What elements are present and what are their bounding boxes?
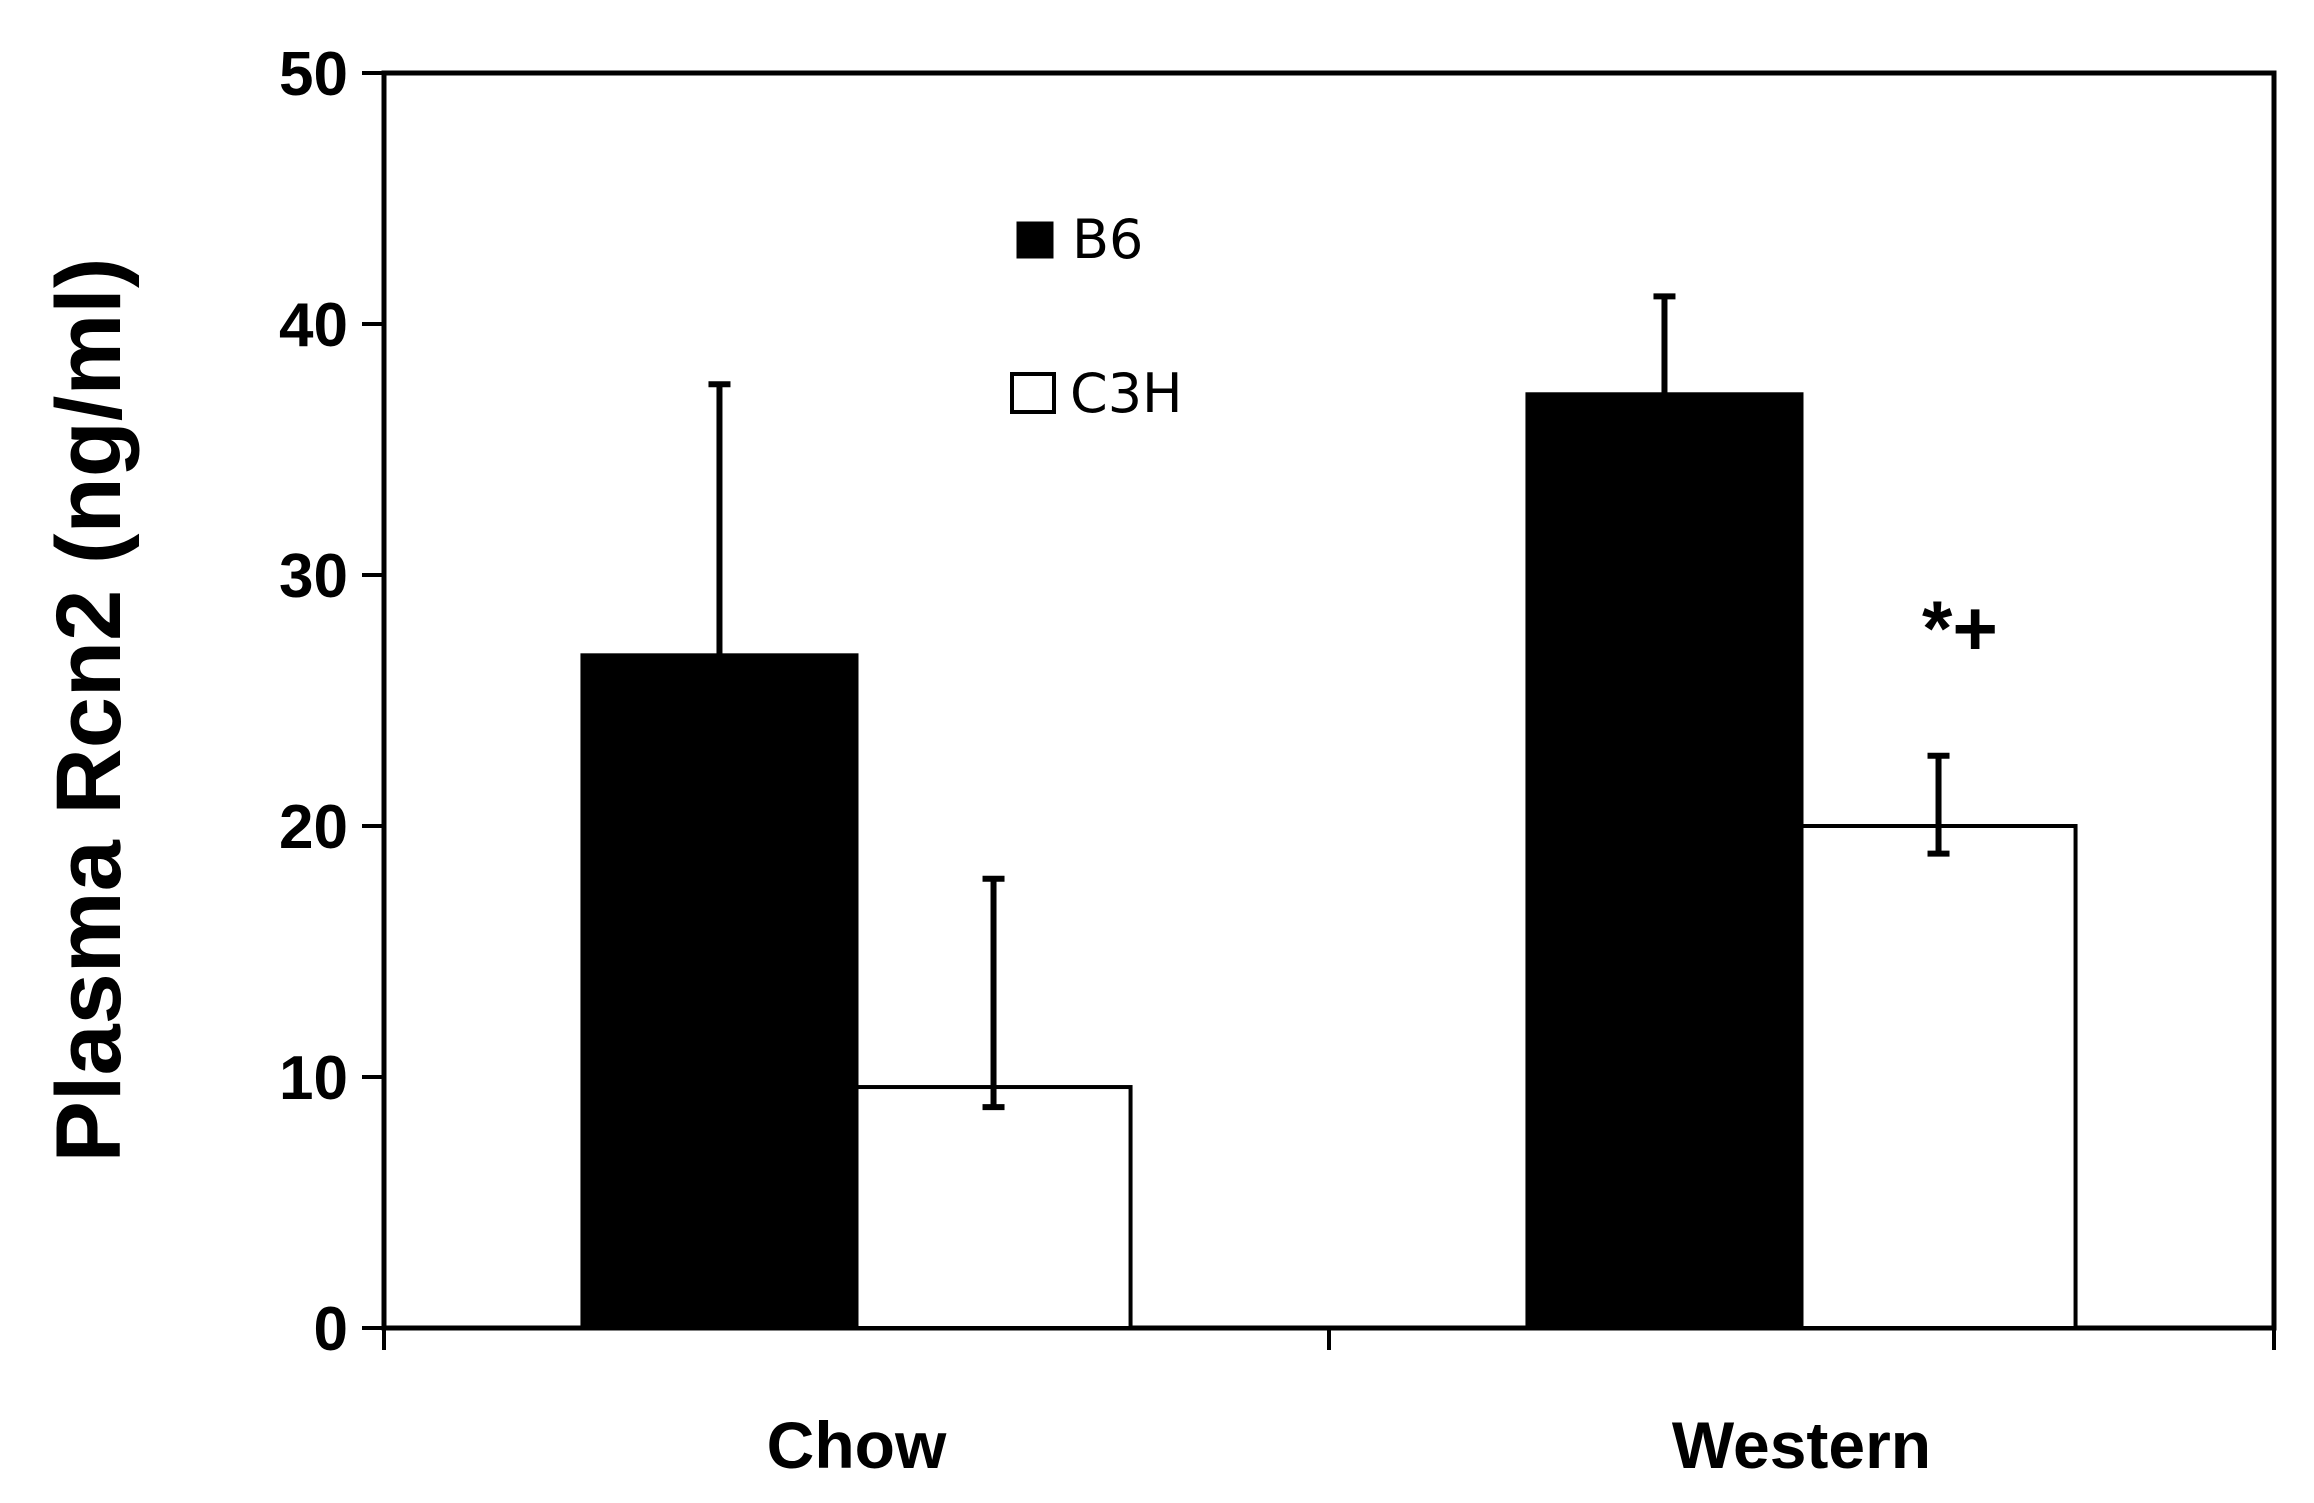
- y-tick-label: 10: [279, 1044, 348, 1113]
- legend-label-c3h: C3H: [1070, 362, 1183, 425]
- bar-c3h-chow: [854, 1085, 1133, 1331]
- y-axis-label: Plasma Rcn2 (ng/ml): [38, 258, 140, 1163]
- y-tick-label: 20: [279, 793, 348, 862]
- legend-label-b6: B6: [1072, 208, 1143, 271]
- legend-swatch-b6: [1016, 221, 1054, 259]
- y-tick-label: 0: [314, 1295, 348, 1364]
- y-tick-label: 50: [279, 40, 348, 109]
- significance-annotation: *+: [1922, 584, 1998, 672]
- bar-b6-chow: [580, 653, 859, 1330]
- x-axis: Chow Western: [382, 1328, 2276, 1482]
- y-axis: 0 10 20 30 40 50: [279, 40, 384, 1364]
- y-tick-label: 40: [279, 291, 348, 360]
- legend-swatch-c3h: [1010, 372, 1056, 414]
- bar-c3h-western: [1799, 824, 2078, 1330]
- x-category-label: Chow: [767, 1408, 947, 1482]
- error-bars-group: [708, 293, 1950, 1111]
- y-tick-label: 30: [279, 542, 348, 611]
- bar-b6-western: [1525, 392, 1804, 1330]
- x-category-label: Western: [1672, 1408, 1931, 1482]
- bars-group: [580, 392, 2078, 1331]
- legend: B6 C3H: [1010, 208, 1183, 425]
